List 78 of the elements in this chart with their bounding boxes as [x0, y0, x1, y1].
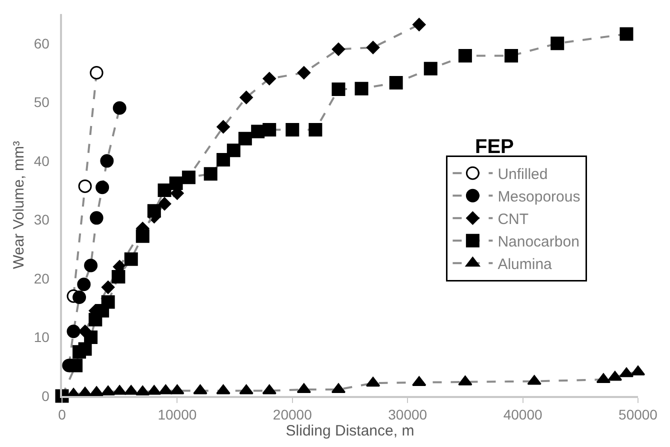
point [101, 280, 115, 294]
legend-label: Nanocarbon [498, 233, 580, 250]
y-axis-title: Wear Volume, mm³ [10, 140, 28, 270]
y-tick-label: 40 [34, 152, 50, 169]
point [226, 144, 240, 158]
point [458, 48, 472, 62]
annotation: FEP [475, 136, 514, 158]
y-tick-label: 0 [42, 388, 50, 404]
point [389, 76, 403, 90]
point [297, 66, 311, 80]
legend-label: Mesoporous [498, 188, 580, 206]
point [96, 180, 110, 194]
point [170, 384, 184, 394]
point [216, 120, 230, 134]
point [136, 229, 150, 243]
point [608, 370, 622, 381]
point [308, 123, 322, 137]
x-tick-label: 50000 [618, 406, 658, 423]
x-tick-label: 0 [58, 406, 66, 423]
point [331, 383, 346, 394]
point [124, 252, 138, 266]
legend-label: Alumina [498, 256, 553, 273]
point [100, 154, 114, 168]
x-tick-label: 30000 [388, 406, 428, 423]
x-tick-label: 10000 [158, 406, 197, 423]
point [72, 290, 86, 304]
point [112, 270, 126, 284]
point [216, 153, 230, 166]
point [596, 373, 611, 384]
point [354, 82, 368, 96]
point [240, 90, 253, 104]
point [332, 82, 346, 96]
y-tick-label: 60 [34, 35, 50, 52]
point [101, 295, 115, 309]
point [412, 18, 426, 32]
x-tick-label: 40000 [503, 406, 542, 423]
point [147, 204, 161, 218]
point [262, 72, 276, 86]
point [238, 132, 252, 146]
point [216, 384, 230, 394]
point [78, 179, 92, 193]
point [193, 384, 208, 394]
point [158, 184, 172, 198]
point [182, 170, 196, 184]
point [366, 40, 380, 54]
point [84, 330, 98, 344]
point [169, 176, 183, 190]
point [286, 123, 300, 137]
point [620, 27, 634, 41]
point [84, 258, 98, 272]
point [504, 48, 518, 62]
point [69, 358, 83, 372]
point [366, 376, 380, 387]
point [90, 66, 104, 80]
point [550, 36, 564, 50]
point [158, 197, 172, 210]
y-tick-label: 20 [34, 270, 50, 286]
point [619, 367, 634, 378]
point [66, 324, 80, 338]
point [158, 384, 173, 394]
y-tick-label: 30 [34, 212, 50, 228]
y-tick-label: 10 [34, 329, 50, 346]
point [90, 211, 104, 225]
legend-label: CNT [498, 210, 529, 228]
point [204, 167, 218, 181]
point [77, 278, 91, 292]
point [424, 62, 438, 76]
x-tick-label: 20000 [272, 406, 312, 423]
point [262, 123, 276, 137]
point [239, 384, 254, 394]
point [262, 384, 276, 394]
point [78, 342, 92, 356]
point [332, 42, 346, 56]
x-axis-title: Sliding Distance, m [286, 422, 414, 440]
point [112, 101, 126, 115]
point [296, 383, 312, 394]
y-tick-label: 50 [34, 94, 50, 110]
legend-label: Unfilled [498, 166, 548, 183]
